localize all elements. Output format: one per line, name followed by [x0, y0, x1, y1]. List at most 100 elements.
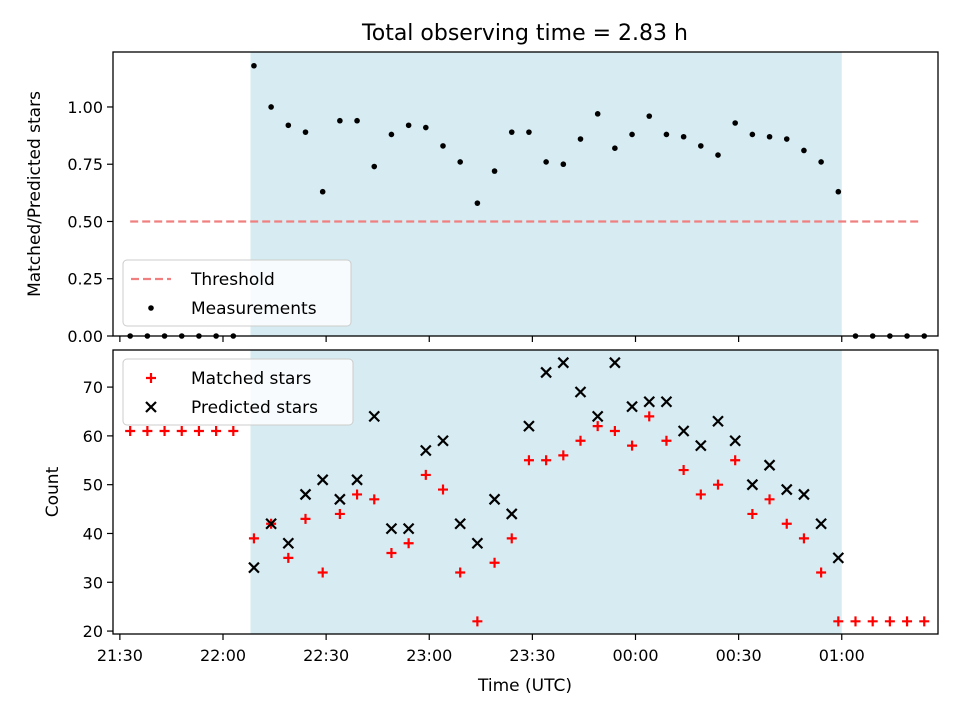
matched-stars-point — [558, 450, 569, 461]
matched-stars-point — [211, 426, 222, 437]
measurement-point — [577, 136, 584, 142]
legend: Threshold Measurements — [122, 259, 352, 327]
predicted-stars-point — [265, 517, 277, 530]
measurement-point — [526, 129, 532, 135]
x-tick-label: 22:30 — [303, 646, 349, 665]
predicted-stars-point — [402, 522, 415, 535]
predicted-stars-point — [437, 434, 449, 447]
predicted-stars-point — [505, 508, 518, 520]
matched-stars-point — [300, 513, 311, 524]
predicted-stars-point — [815, 517, 827, 530]
predicted-stars-point — [248, 561, 260, 574]
predicted-stars-point — [471, 537, 484, 550]
matched-stars-point — [609, 426, 620, 437]
matched-stars-point — [420, 469, 431, 480]
measurement-point — [835, 188, 842, 195]
predicted-stars-point — [316, 474, 329, 486]
matched-stars-point — [317, 567, 328, 578]
y-tick-label: 0.50 — [67, 212, 103, 231]
legend-entry-label: Matched stars — [191, 369, 311, 389]
y-tick-label: 30 — [83, 573, 103, 592]
measurement-point — [698, 143, 704, 149]
matched-stars-point — [283, 552, 294, 563]
predicted-stars-point — [574, 386, 587, 398]
measurement-point — [612, 145, 618, 151]
predicted-stars-point — [677, 425, 690, 437]
predicted-stars-point — [385, 522, 398, 535]
measurement-point — [594, 111, 601, 117]
predicted-stars-point — [626, 400, 638, 413]
predicted-stars-point — [712, 415, 724, 428]
measurement-point — [251, 62, 257, 69]
matched-stars-point — [125, 426, 136, 437]
measurement-point — [783, 136, 790, 142]
measurement-point — [715, 152, 721, 158]
measurement-point — [629, 131, 635, 138]
predicted-stars-point — [368, 410, 381, 423]
panel-counts: 20 30 40 50 60 70 21:30 22:00 22:30 23:00 23:30 00:… — [83, 349, 939, 665]
matched-stars-point — [506, 533, 517, 544]
matched-stars-point — [386, 547, 397, 558]
measurement-point — [354, 117, 360, 124]
matched-stars-point — [352, 489, 363, 500]
legend-entry-label: Measurements — [191, 299, 317, 319]
measurement-point — [319, 188, 326, 195]
measurement-point — [268, 104, 274, 110]
matched-stars-point — [902, 616, 913, 627]
measurement-point — [337, 117, 343, 124]
measurement-point — [818, 159, 824, 165]
y-tick-label: 20 — [83, 622, 103, 641]
predicted-stars-point — [523, 420, 535, 432]
x-tick-label: 00:00 — [612, 646, 658, 665]
legend-handle-measurements — [148, 305, 154, 311]
predicted-stars-point — [643, 395, 656, 408]
predicted-stars-point — [798, 488, 810, 501]
measurement-point — [371, 163, 378, 170]
matched-stars-point — [472, 616, 483, 627]
measurement-point — [457, 159, 463, 165]
matched-stars-point — [455, 567, 466, 578]
measurement-point — [302, 129, 309, 135]
measurement-point — [680, 133, 687, 140]
matched-stars-point — [193, 426, 204, 437]
y-tick-label: 50 — [83, 476, 103, 495]
panel-ratio: 0.00 0.25 0.50 0.75 1.00 Threshold Measurement… — [67, 51, 939, 346]
measurement-point — [749, 131, 756, 138]
predicted-stars-point — [780, 483, 793, 496]
predicted-stars-point — [609, 356, 621, 369]
measurement-point — [560, 161, 567, 168]
predicted-stars-point — [557, 356, 570, 369]
legend-entry-label: Threshold — [190, 270, 275, 290]
matched-stars-point — [159, 426, 170, 437]
predicted-stars-point — [334, 493, 346, 506]
axes-frame — [112, 349, 939, 635]
predicted-stars-point — [351, 474, 363, 486]
predicted-stars-point — [420, 444, 432, 457]
matched-stars-point — [176, 426, 187, 437]
matched-stars-point — [850, 616, 861, 627]
matched-stars-point — [678, 465, 689, 476]
matched-stars-point — [438, 484, 448, 495]
y-tick-label: 0.75 — [67, 155, 103, 174]
predicted-stars-point — [695, 439, 707, 452]
matched-stars-point — [627, 440, 638, 451]
predicted-stars-point — [454, 517, 466, 530]
measurement-point — [474, 200, 481, 206]
y-tick-label: 0.00 — [67, 327, 103, 346]
measurement-point — [440, 143, 446, 149]
legend-handle-matched — [146, 373, 156, 383]
top-ylabel: Matched/Predicted stars — [25, 91, 45, 297]
y-tick-label: 1.00 — [67, 98, 103, 117]
measurement-point — [801, 147, 807, 154]
x-tick-label: 00:30 — [716, 646, 762, 665]
predicted-stars-point — [591, 410, 604, 423]
axes-frame — [112, 51, 939, 337]
matched-stars-point — [867, 616, 878, 627]
y-tick-label: 0.25 — [67, 270, 103, 289]
matched-stars-point — [541, 455, 552, 466]
matched-stars-point — [644, 411, 655, 422]
matched-stars-point — [816, 567, 827, 578]
predicted-stars-point — [746, 478, 759, 491]
predicted-stars-point — [729, 434, 741, 447]
